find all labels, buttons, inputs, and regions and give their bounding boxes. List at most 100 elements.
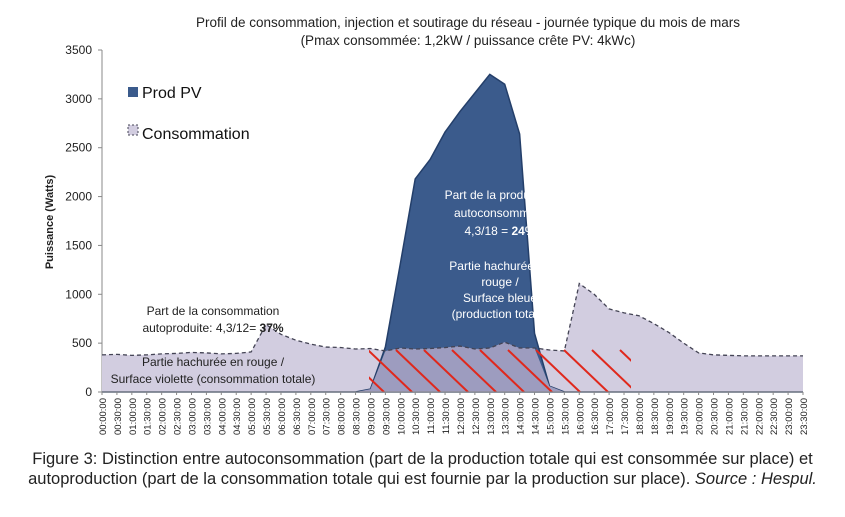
chart-subtitle: (Pmax consommée: 1,2kW / puissance crête…: [301, 33, 636, 48]
annotation-autoconsommee-value-prefix: 4,3/18 =: [464, 224, 511, 238]
x-tick-label: 08:30:00: [352, 398, 363, 435]
x-tick-label: 17:00:00: [605, 398, 616, 435]
hatch-line: [535, 349, 581, 392]
x-tick-label: 13:30:00: [501, 398, 512, 435]
figure-caption: Figure 3: Distinction entre autoconsomma…: [20, 449, 825, 489]
x-tick-label: 10:30:00: [411, 398, 422, 435]
x-tick-label: 03:00:00: [187, 398, 198, 435]
annotation-autoconsommee-sub: Partie hachurée en rouge / Surface bleue (p…: [449, 259, 550, 321]
x-tick-label: 22:30:00: [769, 398, 780, 435]
annotation-autoconsommee-sub-line: Surface bleue: [463, 291, 537, 305]
x-tick-label: 18:00:00: [635, 398, 646, 435]
legend: Prod PV Consommation: [127, 85, 250, 143]
annotation-autoconsommee-sub-line: rouge /: [481, 275, 519, 289]
y-tick-label: 3500: [65, 43, 92, 57]
annotation-autoconsommee-title: Part de la production: [445, 188, 556, 202]
hatch-region: [369, 349, 631, 392]
annotation-autoproduite-sub1: Partie hachurée en rouge /: [142, 355, 285, 369]
x-tick-label: 02:30:00: [173, 398, 184, 435]
y-tick-label: 500: [72, 336, 92, 350]
x-tick-label: 03:30:00: [202, 398, 213, 435]
figure-caption-source: Source : Hespul.: [694, 470, 817, 488]
x-tick-label: 04:30:00: [232, 398, 243, 435]
hatch-line: [507, 349, 553, 392]
autoconsommation-band: [102, 342, 803, 392]
hatch-line: [451, 349, 497, 392]
y-axis: 0 500 1000 1500 2000 2500 3000 3500: [65, 43, 103, 399]
prod-pv-area: [102, 73, 803, 393]
x-tick-label: 11:00:00: [426, 398, 437, 434]
consommation-line: [101, 282, 803, 357]
x-tick-label: 17:30:00: [620, 398, 631, 435]
y-axis-label: Puissance (Watts): [44, 174, 56, 269]
y-tick-label: 0: [85, 385, 92, 399]
annotation-autoproduite-prefix: autoproduite: 4,3/12=: [142, 321, 259, 335]
x-tick-label: 15:00:00: [545, 398, 556, 435]
x-axis: 00:00:00 00:30:00 01:00:00 01:30:00 02:00:00…: [98, 391, 810, 435]
x-tick-label: 20:00:00: [695, 398, 706, 435]
chart: Profil de consommation, injection et sou…: [44, 15, 810, 435]
x-tick-label: 10:00:00: [396, 398, 407, 435]
hatch-line: [369, 376, 385, 392]
hatch-line: [423, 349, 469, 392]
x-tick-label: 09:00:00: [366, 398, 377, 435]
annotation-autoproduite-bold: 37%: [260, 321, 284, 335]
series-layer: [101, 73, 803, 393]
x-tick-label: 08:00:00: [337, 398, 348, 435]
x-tick-label: 15:30:00: [560, 398, 571, 435]
x-tick-label: 23:00:00: [784, 398, 795, 435]
y-tick-label: 2500: [65, 141, 92, 155]
annotation-autoproduite: Part de la consommation autoproduite: 4,…: [111, 304, 316, 386]
legend-swatch-consommation: [127, 124, 139, 136]
x-tick-label: 18:30:00: [650, 398, 661, 435]
annotation-autoconsommee-value: 4,3/18 = 24%: [464, 224, 535, 238]
hatch-line: [395, 349, 441, 392]
x-tick-label: 12:00:00: [456, 398, 467, 435]
annotation-autoproduite-line2: autoproduite: 4,3/12= 37%: [142, 321, 283, 335]
x-tick-label: 00:30:00: [113, 398, 124, 435]
annotation-autoconsommee: Part de la production autoconsommée: 4,3…: [445, 188, 556, 321]
x-tick-label: 02:00:00: [158, 398, 169, 435]
y-tick-label: 1000: [65, 287, 92, 301]
x-tick-label: 11:30:00: [441, 398, 452, 434]
x-tick-label: 14:00:00: [516, 398, 527, 435]
x-tick-label: 16:30:00: [590, 398, 601, 435]
annotation-autoconsommee-title-line2: autoconsommée:: [454, 206, 546, 220]
annotation-autoproduite-line1: Part de la consommation: [147, 304, 280, 318]
y-tick-label: 2000: [65, 190, 92, 204]
hatch-line: [479, 349, 525, 392]
legend-label-consommation: Consommation: [142, 126, 250, 143]
x-tick-label: 14:30:00: [531, 398, 542, 435]
annotation-autoconsommee-sub-line: Partie hachurée en: [449, 259, 550, 273]
x-tick-label: 22:00:00: [754, 398, 765, 435]
annotation-autoproduite-sub2: Surface violette (consommation totale): [111, 372, 316, 386]
x-tick-label: 06:30:00: [292, 398, 303, 435]
x-tick-label: 05:30:00: [262, 398, 273, 435]
y-tick-label: 3000: [65, 92, 92, 106]
x-tick-label: 00:00:00: [98, 398, 109, 435]
hatch-line: [369, 349, 413, 392]
x-tick-label: 13:00:00: [486, 398, 497, 435]
x-tick-label: 19:30:00: [680, 398, 691, 435]
x-tick-label: 09:30:00: [381, 398, 392, 435]
x-tick-label: 01:30:00: [143, 398, 154, 435]
x-tick-label: 12:30:00: [471, 398, 482, 435]
hatch-line: [619, 349, 631, 362]
annotation-autoconsommee-sub-line: (production totale): [452, 307, 549, 321]
x-tick-label: 07:30:00: [322, 398, 333, 435]
figure-caption-text: Figure 3: Distinction entre autoconsomma…: [28, 450, 813, 488]
legend-swatch-prod-pv: [128, 87, 138, 97]
x-tick-label: 20:30:00: [710, 398, 721, 435]
consommation-area: [102, 283, 803, 392]
x-tick-label: 01:00:00: [128, 398, 139, 435]
hatch-line: [591, 349, 631, 389]
x-tick-label: 21:00:00: [724, 398, 735, 435]
x-tick-label: 07:00:00: [307, 398, 318, 435]
x-tick-label: 21:30:00: [739, 398, 750, 435]
y-tick-label: 1500: [65, 238, 92, 252]
legend-label-prod-pv: Prod PV: [142, 85, 202, 102]
annotation-autoconsommee-value-bold: 24%: [512, 224, 536, 238]
x-tick-label: 06:00:00: [277, 398, 288, 435]
x-tick-label: 16:00:00: [575, 398, 586, 435]
x-tick-label: 04:00:00: [217, 398, 228, 435]
